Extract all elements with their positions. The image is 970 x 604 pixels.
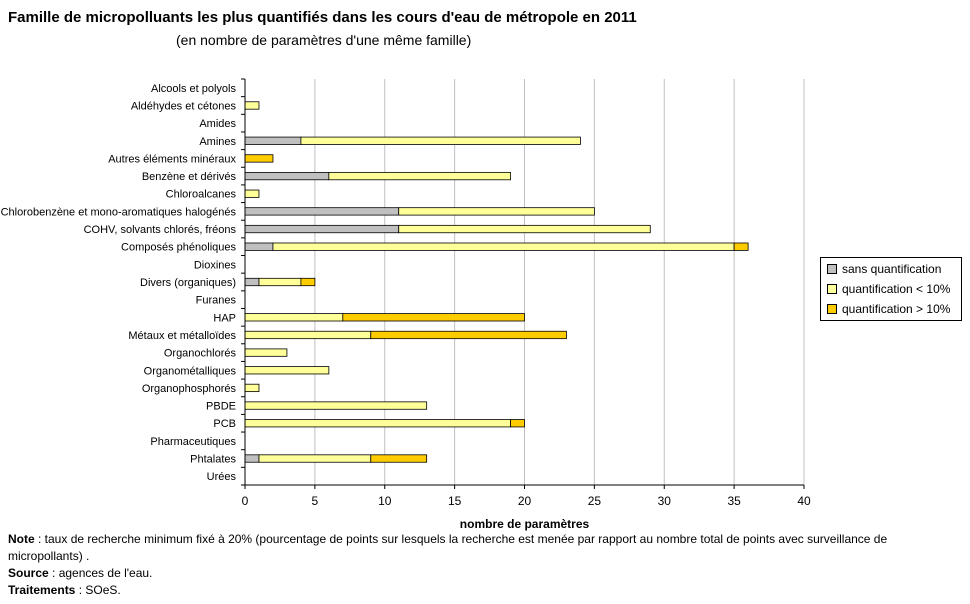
bar-segment: [244, 330, 372, 340]
bar-segment: [244, 171, 330, 181]
legend-swatch-quantification-lt-10: [827, 284, 837, 294]
bar-segment: [244, 313, 344, 322]
legend-swatch-sans-quantification: [827, 264, 837, 274]
bar-segment: [244, 383, 260, 393]
bar-segment: [733, 242, 749, 251]
bar-segment: [244, 454, 260, 463]
x-tick-label: 25: [588, 494, 602, 508]
note-label: Note: [8, 532, 35, 546]
bar-segment: [244, 189, 260, 198]
x-tick-label: 5: [312, 494, 319, 508]
x-tick-label: 20: [518, 494, 532, 508]
category-label: COHV, solvants chlorés, fréons: [84, 224, 237, 236]
bar-segment: [244, 348, 288, 357]
bar-segment: [258, 277, 302, 287]
x-tick-label: 10: [378, 494, 392, 508]
category-label: Pharmaceutiques: [150, 436, 236, 448]
traitements-line: Traitements : SOeS.: [8, 582, 908, 599]
category-label: Urées: [207, 471, 237, 483]
bar-segment: [244, 207, 400, 216]
category-label: Amides: [199, 118, 236, 130]
bar-segment: [244, 224, 400, 234]
category-label: Furanes: [196, 295, 237, 307]
x-tick-label: 15: [448, 494, 462, 508]
bar-segment: [244, 136, 302, 145]
category-label: Aldéhydes et cétones: [131, 100, 237, 112]
category-label: Organophosphorés: [142, 383, 237, 395]
category-label: Chloroalcanes: [166, 189, 237, 201]
bar-segment: [244, 401, 428, 410]
legend-item-quantification-lt-10: quantification < 10%: [827, 281, 950, 297]
bar-segment: [244, 366, 330, 375]
legend-item-quantification-gt-10: quantification > 10%: [827, 301, 950, 317]
category-label: Benzène et dérivés: [142, 171, 237, 183]
bar-segment: [258, 454, 372, 463]
x-tick-label: 30: [658, 494, 672, 508]
category-label: Organochlorés: [164, 348, 237, 360]
legend-label-quantification-lt-10: quantification < 10%: [842, 282, 951, 296]
bar-segment: [244, 419, 511, 428]
source-line: Source : agences de l'eau.: [8, 565, 908, 582]
chart-title: Famille de micropolluants les plus quant…: [8, 9, 637, 26]
legend-label-quantification-gt-10: quantification > 10%: [842, 302, 951, 316]
x-tick-label: 40: [797, 494, 811, 508]
category-label: Divers (organiques): [140, 277, 236, 289]
x-tick-label: 35: [727, 494, 741, 508]
bar-segment: [300, 136, 581, 145]
x-tick-label: 0: [242, 494, 249, 508]
source-label: Source: [8, 566, 49, 580]
legend-swatch-quantification-gt-10: [827, 304, 837, 314]
note-line: Note : taux de recherche minimum fixé à …: [8, 531, 908, 565]
bar-segment: [244, 242, 274, 251]
category-label: PCB: [213, 418, 236, 430]
category-label: Dioxines: [194, 259, 237, 271]
category-label: Chlorobenzène et mono-aromatiques halogé…: [1, 206, 237, 218]
category-label: Organométalliques: [144, 365, 237, 377]
category-label: Autres éléments minéraux: [108, 153, 236, 165]
bar-segment: [370, 330, 567, 340]
legend-item-sans-quantification: sans quantification: [827, 261, 941, 277]
bar-segment: [328, 171, 511, 181]
bar-segment: [244, 101, 260, 110]
bar-segment: [244, 277, 260, 287]
bar-segment: [342, 313, 525, 322]
bar-segment: [398, 224, 651, 234]
bar-segment: [510, 419, 525, 428]
bar-segment: [244, 154, 274, 163]
category-label: Métaux et métalloïdes: [128, 330, 236, 342]
source-text: : agences de l'eau.: [48, 566, 153, 580]
category-label: PBDE: [206, 401, 236, 413]
bar-segment: [272, 242, 735, 251]
bar-segment: [300, 277, 316, 287]
category-label: Phtalates: [190, 454, 236, 466]
legend-label-sans-quantification: sans quantification: [842, 262, 942, 276]
traitements-label: Traitements: [8, 583, 76, 597]
chart-notes: Note : taux de recherche minimum fixé à …: [8, 531, 908, 599]
bar-segment: [398, 207, 595, 216]
chart-subtitle: (en nombre de paramètres d'une même fami…: [176, 32, 472, 48]
category-label: Composés phénoliques: [121, 242, 236, 254]
bar-segment: [370, 454, 428, 463]
x-axis-title: nombre de paramètres: [460, 517, 590, 531]
chart-legend: sans quantification quantification < 10%…: [820, 257, 962, 321]
traitements-text: : SOeS.: [75, 583, 121, 597]
category-label: HAP: [213, 312, 236, 324]
category-label: Alcools et polyols: [151, 83, 236, 95]
category-label: Amines: [199, 136, 236, 148]
note-text: : taux de recherche minimum fixé à 20% (…: [8, 532, 888, 563]
bar-chart: Alcools et polyols Aldéhydes et cétones Am…: [1, 78, 811, 531]
